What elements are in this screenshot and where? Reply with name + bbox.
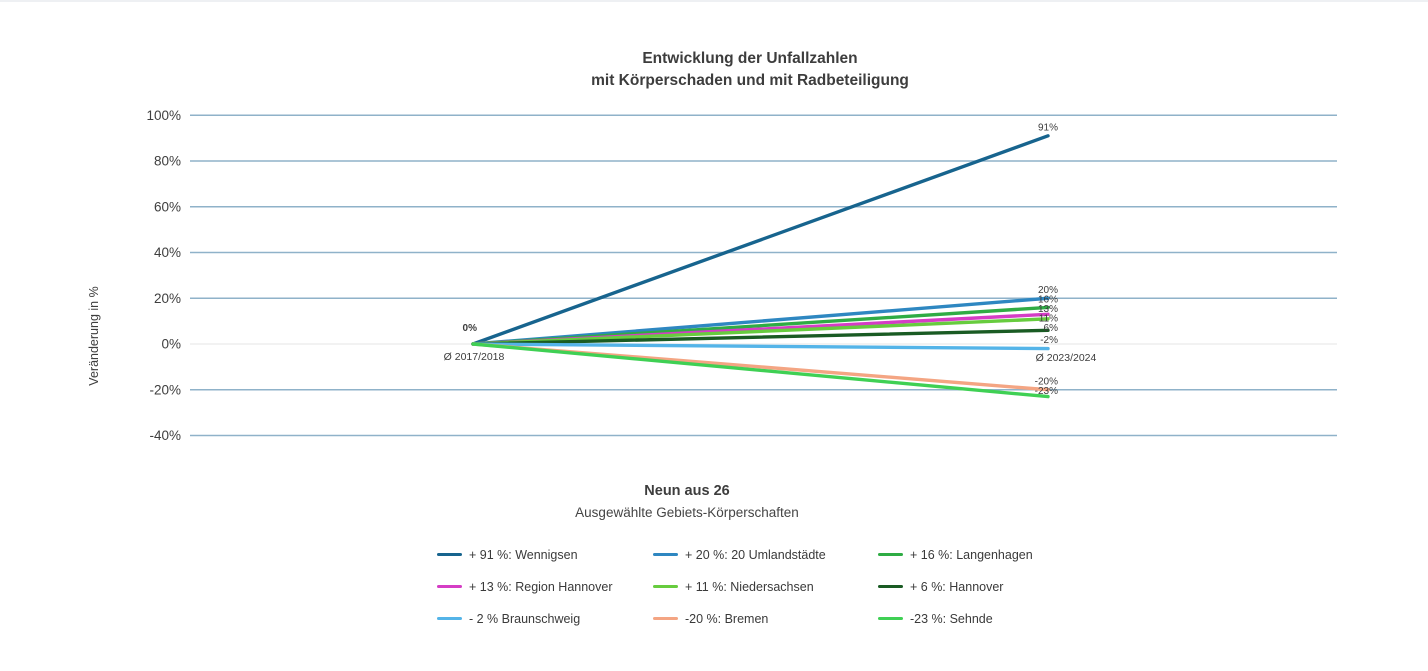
series-line-sehnde	[471, 342, 1050, 399]
legend-label: + 6 %: Hannover	[910, 579, 1004, 594]
legend-label: - 2 % Braunschweig	[469, 611, 581, 626]
legend-swatch	[878, 616, 903, 621]
series-line-braunschweig	[471, 342, 1050, 351]
legend-item-bremen: -20 %: Bremen	[653, 609, 878, 628]
chart-subtitle-line1: Neun aus 26	[644, 483, 730, 499]
legend-swatch	[653, 552, 678, 557]
line-chart: 100% 80% 60% 40% 20% 0% -20% -40% Veränderung in…	[87, 108, 1337, 443]
legend-label: + 20 %: 20 Umlandstädte	[685, 547, 826, 562]
end-value-label: 6%	[1044, 323, 1059, 334]
y-tick-label: 0%	[161, 337, 181, 352]
legend-label: -20 %: Bremen	[685, 611, 769, 626]
y-axis-title: Veränderung in %	[87, 286, 101, 385]
end-value-label: 91%	[1038, 122, 1058, 133]
legend-swatch	[437, 552, 462, 557]
chart-legend: + 91 %: Wennigsen + 20 %: 20 Umlandstädte…	[437, 545, 1033, 628]
y-tick-label: -20%	[149, 382, 181, 397]
legend-item-hannover: + 6 %: Hannover	[878, 577, 1033, 596]
top-border	[0, 0, 1428, 2]
legend-item-wennigsen: + 91 %: Wennigsen	[437, 545, 653, 564]
legend-label: + 16 %: Langenhagen	[910, 547, 1033, 562]
y-tick-label: 80%	[154, 154, 181, 169]
legend-swatch	[878, 584, 903, 589]
chart-title-line1: Entwicklung der Unfallzahlen	[642, 50, 858, 67]
legend-label: + 91 %: Wennigsen	[469, 547, 578, 562]
y-tick-label: -40%	[149, 428, 181, 443]
chart-subtitle-line2: Ausgewählte Gebiets-Körperschaften	[575, 505, 799, 520]
chart-title-line2: mit Körperschaden und mit Radbeteiligung	[591, 72, 909, 89]
y-tick-label: 60%	[154, 199, 181, 214]
chart-subtitle: Neun aus 26 Ausgewählte Gebiets-Körpersc…	[437, 481, 937, 523]
legend-item-20-umlandst-dte: + 20 %: 20 Umlandstädte	[653, 545, 878, 564]
origin-value-label: 0%	[463, 323, 478, 334]
legend-label: -23 %: Sehnde	[910, 611, 993, 626]
legend-swatch	[437, 616, 462, 621]
end-value-label: -20%	[1035, 376, 1058, 387]
legend-swatch	[878, 552, 903, 557]
legend-item-braunschweig: - 2 % Braunschweig	[437, 609, 653, 628]
end-value-label: -23%	[1035, 386, 1058, 397]
legend-item-sehnde: -23 %: Sehnde	[878, 609, 1033, 628]
end-value-label: 20%	[1038, 285, 1058, 296]
series-line-wennigsen	[471, 134, 1050, 346]
x-point-label-end: Ø 2023/2024	[1036, 352, 1097, 364]
legend-item-langenhagen: + 16 %: Langenhagen	[878, 545, 1033, 564]
end-value-label: 13%	[1038, 304, 1058, 315]
legend-label: + 13 %: Region Hannover	[469, 579, 613, 594]
legend-swatch	[653, 584, 678, 589]
legend-label: + 11 %: Niedersachsen	[685, 579, 814, 594]
series-line-niedersachsen	[471, 317, 1050, 346]
end-value-label: 11%	[1039, 313, 1058, 324]
chart-title: Entwicklung der Unfallzahlen mit Körpers…	[450, 48, 1050, 92]
legend-swatch	[653, 616, 678, 621]
legend-item-niedersachsen: + 11 %: Niedersachsen	[653, 577, 878, 596]
y-tick-label: 100%	[146, 108, 181, 123]
legend-item-region-hannover: + 13 %: Region Hannover	[437, 577, 653, 596]
y-tick-label: 20%	[154, 291, 181, 306]
x-point-label-start: Ø 2017/2018	[444, 351, 505, 363]
end-value-label: 16%	[1038, 294, 1058, 305]
end-value-label: -2%	[1040, 335, 1058, 346]
series-line-hannover	[471, 328, 1050, 346]
legend-swatch	[437, 584, 462, 589]
y-tick-label: 40%	[154, 245, 181, 260]
